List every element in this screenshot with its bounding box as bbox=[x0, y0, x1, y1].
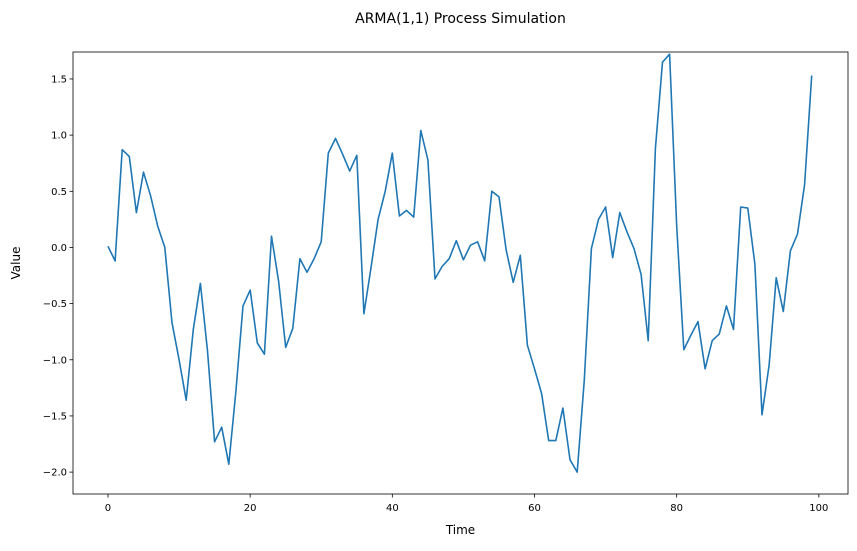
y-tick-label: −2.0 bbox=[43, 468, 67, 479]
y-tick-label: 0.0 bbox=[51, 243, 67, 254]
x-tick-label: 100 bbox=[809, 503, 828, 514]
series-line bbox=[108, 54, 812, 472]
x-tick-label: 0 bbox=[105, 503, 111, 514]
x-tick-label: 20 bbox=[244, 503, 257, 514]
chart-title: ARMA(1,1) Process Simulation bbox=[355, 11, 566, 27]
y-tick-label: −1.5 bbox=[43, 411, 67, 422]
y-axis: −2.0 −1.5 −1.0 −0.5 0.0 0.5 1.0 1.5 bbox=[43, 74, 73, 478]
y-tick-label: −1.0 bbox=[43, 355, 67, 366]
y-tick-label: 1.5 bbox=[51, 74, 67, 85]
y-tick-label: −0.5 bbox=[43, 299, 67, 310]
y-tick-label: 0.5 bbox=[51, 187, 67, 198]
y-tick-label: 1.0 bbox=[51, 131, 67, 142]
plot-frame bbox=[73, 52, 848, 494]
series-group bbox=[108, 54, 812, 472]
x-axis: 0 20 40 60 80 100 bbox=[105, 494, 829, 514]
x-tick-label: 80 bbox=[670, 503, 683, 514]
x-axis-label: Time bbox=[445, 523, 475, 537]
y-axis-label: Value bbox=[9, 247, 23, 280]
x-tick-label: 40 bbox=[386, 503, 399, 514]
x-tick-label: 60 bbox=[528, 503, 541, 514]
